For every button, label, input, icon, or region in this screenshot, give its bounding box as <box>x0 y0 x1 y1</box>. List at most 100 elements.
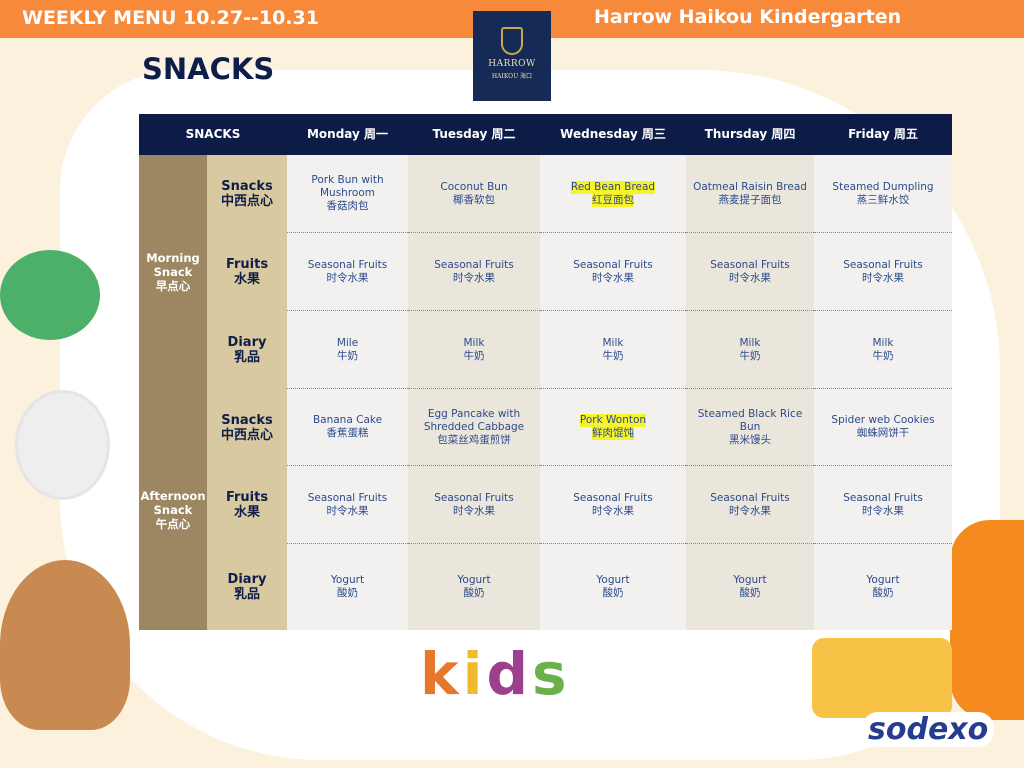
meal-group-label: Morning Snack 早点心 <box>139 155 207 389</box>
cell-text: 椰香软包 <box>453 193 495 206</box>
cell-text: Red Bean Bread <box>570 180 656 194</box>
cell-text: Spider web Cookies <box>831 414 935 426</box>
cell-text: 牛奶 <box>463 349 485 362</box>
cell-text: Mushroom <box>319 187 375 199</box>
cell-text: Pork Wonton <box>579 414 647 427</box>
cell-text: Egg Pancake with <box>427 407 521 420</box>
cell-text: 燕麦提子面包 <box>718 193 782 206</box>
menu-week-title: WEEKLY MENU 10.27--10.31 <box>22 7 319 29</box>
carrot-illustration <box>950 520 1024 720</box>
cell-text: 红豆面包 <box>592 193 634 207</box>
cell-text: 时令水果 <box>453 271 495 284</box>
cell-text: Banana Cake <box>312 414 383 426</box>
cell-text: Snack <box>153 265 193 279</box>
cell-text: 水果 <box>233 272 260 287</box>
cell-text: Seasonal Fruits <box>843 258 923 271</box>
cell-text: Seasonal Fruits <box>573 491 653 504</box>
cell-text: 香蕉蛋糕 <box>326 427 369 439</box>
cell-text: 牛奶 <box>739 349 761 362</box>
cell-text: 时令水果 <box>729 271 771 284</box>
menu-item: Yogurt 酸奶 <box>287 544 408 630</box>
cell-text: 时令水果 <box>326 271 369 284</box>
cell-text: 乳品 <box>233 587 260 602</box>
cell-text: Seasonal Fruits <box>307 491 388 504</box>
cell-text: Seasonal Fruits <box>434 258 514 271</box>
cell-text: Shredded Cabbage <box>423 420 525 433</box>
cell-text: 午点心 <box>155 516 191 531</box>
menu-item: Yogurt 酸奶 <box>540 544 686 630</box>
menu-item: Red Bean Bread 红豆面包 <box>540 155 686 233</box>
kids-logo: kids <box>420 640 571 708</box>
cell-text: Afternoon <box>140 488 206 503</box>
cell-text: Steamed Black Rice Bun <box>697 407 803 433</box>
menu-item: Seasonal Fruits 时令水果 <box>287 466 408 544</box>
menu-item: Yogurt 酸奶 <box>814 544 952 630</box>
cell-text: 酸奶 <box>463 587 485 599</box>
menu-item: Milk 牛奶 <box>408 311 540 389</box>
cutlery-illustration <box>15 390 110 500</box>
cell-text: Seasonal Fruits <box>710 258 790 271</box>
snack-menu-table: SNACKS Monday 周一 Tuesday 周二 Wednesday 周三 Thu… <box>139 114 952 630</box>
cell-text: Fruits <box>225 257 269 272</box>
menu-item: Pork Bun with Mushroom 香菇肉包 <box>287 155 408 233</box>
day-header: Wednesday 周三 <box>540 114 686 155</box>
menu-item: Seasonal Fruits 时令水果 <box>540 466 686 544</box>
cell-text: Pork Bun with <box>311 174 384 186</box>
category-label: Snacks 中西点心 <box>207 155 287 233</box>
cell-text: Yogurt <box>457 574 491 586</box>
cell-text: Seasonal Fruits <box>843 491 923 504</box>
cell-text: 酸奶 <box>872 587 894 599</box>
logo-name: HARROW <box>488 59 536 69</box>
cell-text: Milk <box>602 336 624 349</box>
crest-icon <box>501 27 523 55</box>
cell-text: Diary <box>227 335 267 350</box>
cell-text: 包菜丝鸡蛋煎饼 <box>437 433 511 446</box>
cell-text: 时令水果 <box>862 504 904 517</box>
cell-text: 水果 <box>233 505 260 520</box>
cell-text: 时令水果 <box>592 504 634 517</box>
cell-text: 时令水果 <box>592 271 634 284</box>
cell-text: Yogurt <box>866 574 900 586</box>
harrow-logo: HARROW HAIKOU 海口 <box>473 11 551 101</box>
cell-text: Snacks <box>221 179 273 194</box>
day-header: Friday 周五 <box>814 114 952 155</box>
menu-item: Spider web Cookies 蜘蛛网饼干 <box>814 389 952 466</box>
menu-item: Coconut Bun 椰香软包 <box>408 155 540 233</box>
cell-text: Snacks <box>221 412 273 428</box>
cell-text: Yogurt <box>733 574 767 586</box>
category-label: Snacks 中西点心 <box>207 389 287 466</box>
menu-item: Milk 牛奶 <box>686 311 814 389</box>
cell-text: 蜘蛛网饼干 <box>856 427 910 439</box>
cell-text: Diary <box>227 572 267 587</box>
cell-text: 黑米馒头 <box>729 433 771 446</box>
day-header: Tuesday 周二 <box>408 114 540 155</box>
cell-text: 酸奶 <box>602 587 624 599</box>
cell-text: 酸奶 <box>739 587 761 599</box>
menu-item: Egg Pancake with Shredded Cabbage 包菜丝鸡蛋煎饼 <box>408 389 540 466</box>
menu-item: Milk 牛奶 <box>814 311 952 389</box>
cell-text: Milk <box>872 336 894 349</box>
cell-text: Oatmeal Raisin Bread <box>693 180 807 193</box>
cell-text: 中西点心 <box>220 194 273 209</box>
cell-text: 蒸三鲜水饺 <box>856 193 910 206</box>
cell-text: 早点心 <box>155 279 191 293</box>
cell-text: 牛奶 <box>602 349 624 362</box>
menu-item: Seasonal Fruits 时令水果 <box>408 466 540 544</box>
cell-text: Fruits <box>225 490 269 505</box>
category-label: Diary 乳品 <box>207 311 287 389</box>
bear-chef-illustration <box>0 560 130 730</box>
menu-item: Banana Cake 香蕉蛋糕 <box>287 389 408 466</box>
menu-item: Oatmeal Raisin Bread 燕麦提子面包 <box>686 155 814 233</box>
menu-item: Yogurt 酸奶 <box>408 544 540 630</box>
menu-item: Pork Wonton 鲜肉馄饨 <box>540 389 686 466</box>
menu-item: Milk 牛奶 <box>540 311 686 389</box>
cell-text: 时令水果 <box>862 271 904 284</box>
cell-text: Morning <box>146 251 200 265</box>
menu-item: Seasonal Fruits 时令水果 <box>408 233 540 311</box>
menu-item: Seasonal Fruits 时令水果 <box>686 466 814 544</box>
cell-text: Milk <box>739 336 761 349</box>
cell-text: Yogurt <box>596 574 630 586</box>
cell-text: Seasonal Fruits <box>710 491 790 504</box>
cell-text: 时令水果 <box>326 504 369 517</box>
logo-sub: HAIKOU 海口 <box>491 73 533 80</box>
